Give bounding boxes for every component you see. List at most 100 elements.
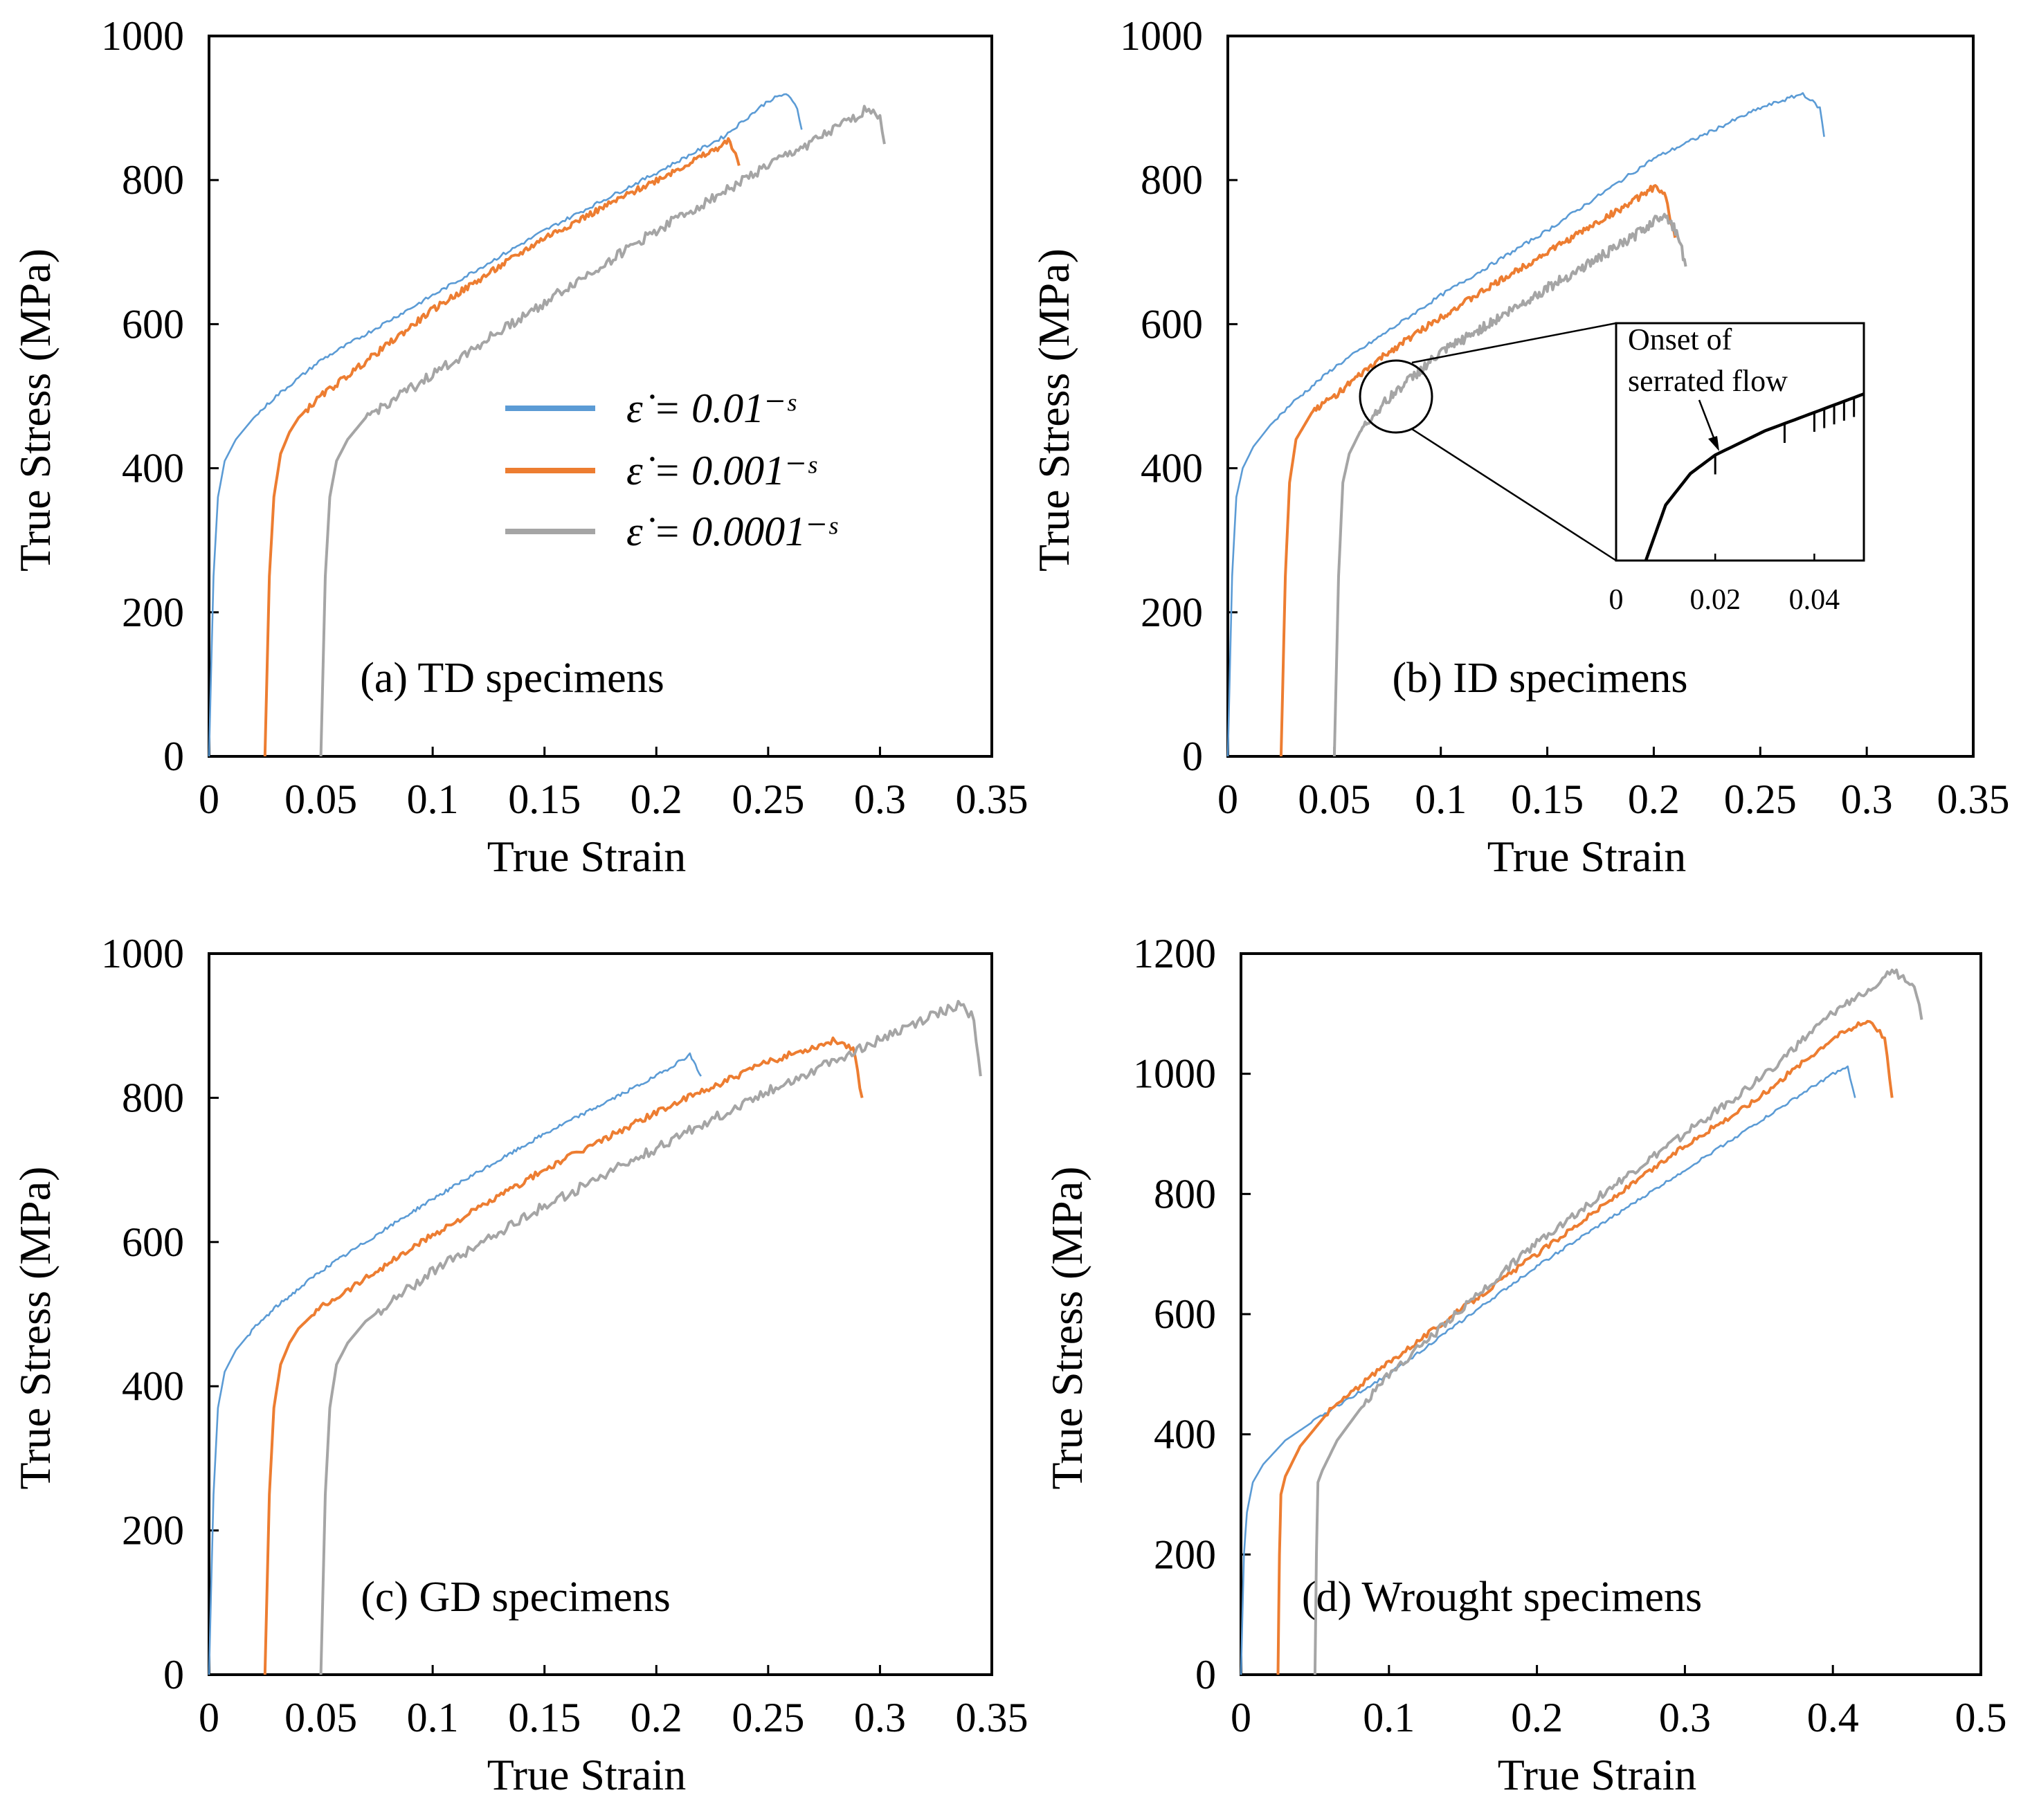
y-tick-label: 800 bbox=[1154, 1171, 1216, 1217]
x-tick-label: 0 bbox=[199, 776, 219, 822]
x-tick-label: 0.3 bbox=[854, 776, 906, 822]
y-tick-label: 1000 bbox=[101, 931, 184, 976]
plot-frame bbox=[208, 952, 993, 1676]
y-tick-label: 1200 bbox=[1133, 931, 1216, 976]
plot-frame bbox=[208, 35, 993, 758]
y-tick-label: 1000 bbox=[1133, 1051, 1216, 1097]
x-tick-label: 0.25 bbox=[1724, 776, 1797, 822]
inset-annotation-line1: Onset of bbox=[1628, 322, 1732, 356]
y-tick-label: 800 bbox=[122, 157, 184, 203]
y-tick-label: 800 bbox=[1141, 157, 1203, 203]
series-line-3 bbox=[319, 104, 886, 757]
inset-magnify-circle bbox=[1359, 359, 1433, 434]
y-tick-label: 200 bbox=[1154, 1531, 1216, 1577]
x-axis-title: True Strain bbox=[487, 832, 686, 881]
y-axis-title: True Stress (MPa) bbox=[1029, 248, 1078, 572]
y-tick-label: 200 bbox=[1141, 590, 1203, 635]
y-tick-label: 1000 bbox=[1120, 13, 1203, 59]
x-tick-label: 0.05 bbox=[284, 1695, 357, 1740]
y-axis-title: True Stress (MPa) bbox=[10, 248, 60, 572]
legend-label-0: ε̇ = 0.01⁻ˢ bbox=[626, 385, 797, 431]
y-tick-label: 600 bbox=[122, 1219, 184, 1265]
x-tick-label: 0 bbox=[1217, 776, 1238, 822]
series-line-3 bbox=[1313, 968, 1923, 1675]
legend-label-1: ε̇ = 0.001⁻ˢ bbox=[626, 448, 817, 493]
y-tick-label: 600 bbox=[1154, 1291, 1216, 1337]
x-tick-label: 0.2 bbox=[1628, 776, 1680, 822]
x-tick-label: 0.1 bbox=[1415, 776, 1467, 822]
series-line-1 bbox=[208, 1052, 702, 1675]
y-tick-label: 0 bbox=[163, 734, 184, 779]
x-tick-label: 0.25 bbox=[732, 1695, 804, 1740]
y-tick-label: 400 bbox=[1154, 1412, 1216, 1457]
y-tick-label: 400 bbox=[122, 446, 184, 491]
x-tick-label: 0.05 bbox=[284, 776, 357, 822]
y-axis-title: True Stress (MPa) bbox=[10, 1167, 60, 1490]
y-tick-label: 800 bbox=[122, 1075, 184, 1120]
x-tick-label: 0.25 bbox=[732, 776, 804, 822]
panel-a-chart: 0 0.05 0.1 0.15 0.2 0.25 0.3 0.35 0 200 400 600 800 1… bbox=[10, 13, 1028, 881]
x-tick-label: 0 bbox=[1231, 1695, 1251, 1740]
x-tick-label: 0.1 bbox=[407, 1695, 459, 1740]
y-tick-label: 0 bbox=[163, 1652, 184, 1698]
panel-c-chart: 0 0.05 0.1 0.15 0.2 0.25 0.3 0.35 0 200 400 600 800 1… bbox=[10, 931, 1028, 1799]
legend-label-2: ε̇ = 0.0001⁻ˢ bbox=[626, 509, 838, 554]
plot-frame bbox=[1226, 35, 1975, 758]
inset-connector-top bbox=[1411, 322, 1617, 364]
x-tick-label: 0.5 bbox=[1955, 1695, 2007, 1740]
inset-annotation-arrowhead bbox=[1708, 436, 1719, 451]
series-line-2 bbox=[1279, 184, 1677, 757]
x-tick-label: 0.4 bbox=[1807, 1695, 1859, 1740]
inset-serrations bbox=[1714, 397, 1856, 475]
inset-serrated-flow: 0 0.02 0.04 Onset of serrated flow bbox=[1359, 322, 1865, 616]
x-tick-label: 0.35 bbox=[1937, 776, 2010, 822]
x-tick-label: 0.15 bbox=[508, 1695, 581, 1740]
series-line-2 bbox=[263, 137, 741, 757]
x-tick-label: 0.3 bbox=[1659, 1695, 1711, 1740]
x-tick-label: 0.2 bbox=[631, 1695, 682, 1740]
y-tick-label: 200 bbox=[122, 590, 184, 635]
inset-x-axis: 0 0.02 0.04 bbox=[1609, 554, 1840, 616]
y-tick-label: 200 bbox=[122, 1508, 184, 1554]
panel-b-chart: 0 0.05 0.1 0.15 0.2 0.25 0.3 0.35 0 200 400 600 800 1… bbox=[1029, 13, 2010, 881]
y-tick-label: 1000 bbox=[101, 13, 184, 59]
series-line-2 bbox=[1276, 1019, 1894, 1675]
series-line-1 bbox=[1240, 1065, 1856, 1675]
y-tick-label: 600 bbox=[1141, 301, 1203, 347]
y-tick-label: 0 bbox=[1195, 1652, 1216, 1698]
y-tick-label: 400 bbox=[1141, 446, 1203, 491]
panel-title: (c) GD specimens bbox=[361, 1574, 671, 1621]
y-tick-label: 0 bbox=[1182, 734, 1203, 779]
y-tick-label: 400 bbox=[122, 1363, 184, 1409]
series-line-2 bbox=[263, 1036, 864, 1675]
plot-frame bbox=[1240, 952, 1982, 1676]
x-tick-label: 0.35 bbox=[956, 1695, 1028, 1740]
x-tick-label: 0.2 bbox=[1511, 1695, 1563, 1740]
series-line-3 bbox=[319, 999, 982, 1675]
inset-x-tick-label: 0 bbox=[1609, 584, 1624, 616]
x-tick-label: 0.1 bbox=[407, 776, 459, 822]
inset-annotation-line2: serrated flow bbox=[1628, 364, 1788, 398]
panel-title: (b) ID specimens bbox=[1393, 655, 1688, 702]
panel-title: (d) Wrought specimens bbox=[1302, 1574, 1702, 1621]
x-tick-label: 0.15 bbox=[1511, 776, 1584, 822]
panel-title: (a) TD specimens bbox=[360, 655, 664, 702]
inset-connector-bottom bbox=[1411, 428, 1617, 562]
x-axis-title: True Strain bbox=[487, 1750, 686, 1799]
x-axis-title: True Strain bbox=[1487, 832, 1686, 881]
x-tick-label: 0 bbox=[199, 1695, 219, 1740]
series-line-1 bbox=[208, 93, 803, 757]
x-tick-label: 0.05 bbox=[1298, 776, 1370, 822]
x-tick-label: 0.3 bbox=[854, 1695, 906, 1740]
x-tick-label: 0.1 bbox=[1363, 1695, 1415, 1740]
x-axis-title: True Strain bbox=[1498, 1750, 1696, 1799]
series-line-1 bbox=[1226, 92, 1825, 757]
y-axis-title: True Stress (MPa) bbox=[1042, 1167, 1091, 1490]
legend: ε̇ = 0.01⁻ˢ ε̇ = 0.001⁻ˢ ε̇ = 0.0001⁻ˢ bbox=[505, 385, 838, 554]
series-line-3 bbox=[1332, 212, 1687, 757]
x-tick-label: 0.15 bbox=[508, 776, 581, 822]
x-tick-label: 0.35 bbox=[956, 776, 1028, 822]
x-tick-label: 0.2 bbox=[631, 776, 682, 822]
inset-x-tick-label: 0.02 bbox=[1689, 584, 1741, 616]
